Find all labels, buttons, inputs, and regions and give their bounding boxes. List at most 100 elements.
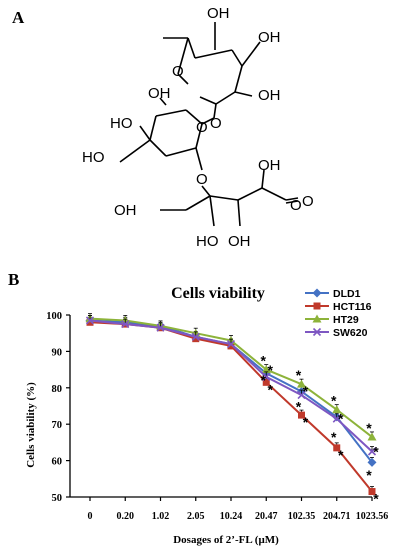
bond bbox=[209, 195, 239, 201]
x-tick-label: 10.24 bbox=[220, 511, 243, 522]
data-point bbox=[332, 405, 342, 414]
bond bbox=[285, 197, 299, 201]
data-point bbox=[368, 488, 376, 496]
bond bbox=[155, 109, 187, 117]
data-point bbox=[86, 318, 94, 326]
axes: 50 60 70 80 90 100 0 0.20 1.02 2.05 10.24 20.47 102.… bbox=[46, 311, 388, 522]
data-point bbox=[262, 372, 271, 381]
series-layer: **************** bbox=[85, 313, 379, 507]
data-point bbox=[367, 447, 377, 456]
structure-label: OH bbox=[258, 87, 281, 104]
significance-star: * bbox=[296, 398, 302, 414]
x-tick-label: 204.71 bbox=[323, 511, 351, 522]
legend-item-hct116: HCT116 bbox=[305, 301, 372, 313]
structure-label: O bbox=[290, 197, 302, 214]
bond bbox=[237, 199, 241, 227]
y-tick-label: 60 bbox=[52, 457, 63, 468]
structure-label: OH bbox=[258, 29, 281, 46]
significance-star: * bbox=[296, 367, 302, 383]
bond bbox=[234, 91, 253, 97]
chart-title: Cells viability bbox=[171, 285, 265, 302]
bond bbox=[213, 103, 217, 119]
structure-label: OH bbox=[148, 85, 171, 102]
bond bbox=[241, 41, 261, 67]
significance-star: * bbox=[268, 362, 274, 378]
legend-label: HCT116 bbox=[333, 301, 372, 313]
significance-star: * bbox=[366, 420, 372, 436]
y-axis-title: Cells viability (%) bbox=[25, 382, 37, 468]
y-tick-label: 100 bbox=[46, 311, 62, 322]
structure-label: HO bbox=[110, 115, 133, 132]
significance-star: * bbox=[261, 372, 267, 388]
y-tick-label: 90 bbox=[52, 347, 63, 358]
structure-label: HO bbox=[196, 233, 219, 250]
data-point bbox=[85, 316, 95, 325]
significance-star: * bbox=[303, 414, 309, 430]
significance-star: * bbox=[331, 429, 337, 445]
panel-label-b: B bbox=[8, 270, 20, 289]
legend-label: HT29 bbox=[333, 314, 359, 326]
structure-label: O bbox=[196, 171, 208, 188]
data-point bbox=[191, 332, 200, 341]
significance-star: * bbox=[366, 467, 372, 483]
data-point bbox=[226, 340, 236, 349]
bond bbox=[201, 185, 211, 197]
data-point bbox=[333, 444, 341, 452]
bond bbox=[177, 37, 189, 75]
structure-label: OH bbox=[228, 233, 251, 250]
x-axis-title: Dosages of 2’-FL (μM) bbox=[173, 534, 279, 546]
chemical-structure bbox=[119, 22, 299, 227]
data-point bbox=[261, 365, 271, 374]
data-point bbox=[313, 302, 321, 310]
significance-star: * bbox=[331, 393, 337, 409]
data-point bbox=[192, 335, 200, 343]
bond bbox=[261, 187, 287, 201]
structure-label: O bbox=[302, 193, 314, 210]
x-tick-label: 1023.56 bbox=[356, 511, 389, 522]
data-point bbox=[312, 288, 322, 298]
bond bbox=[139, 125, 151, 141]
data-point bbox=[297, 391, 306, 400]
significance-star: * bbox=[338, 447, 344, 463]
panel-label-a: A bbox=[12, 8, 25, 27]
bond bbox=[165, 147, 197, 157]
structure-label: O bbox=[196, 119, 208, 136]
significance-star: * bbox=[303, 383, 309, 399]
legend-item-sw620: SW620 bbox=[305, 327, 368, 339]
data-point bbox=[367, 457, 377, 467]
bond bbox=[149, 139, 167, 157]
bond bbox=[185, 109, 203, 125]
significance-star: * bbox=[268, 381, 274, 397]
bond bbox=[201, 117, 215, 125]
x-tick-label: 0.20 bbox=[117, 511, 135, 522]
bond bbox=[234, 65, 243, 93]
bond bbox=[195, 147, 203, 171]
y-tick-label: 80 bbox=[52, 384, 63, 395]
bond bbox=[285, 200, 299, 204]
structure-label: O bbox=[210, 115, 222, 132]
x-tick-label: 2.05 bbox=[187, 511, 205, 522]
bond bbox=[231, 49, 243, 67]
significance-star: * bbox=[373, 443, 379, 459]
bond bbox=[159, 97, 167, 106]
significance-star: * bbox=[338, 411, 344, 427]
data-point bbox=[262, 378, 270, 386]
data-point bbox=[227, 342, 235, 350]
structure-label: O bbox=[172, 63, 184, 80]
bond bbox=[119, 139, 151, 163]
structure-label: OH bbox=[258, 157, 281, 174]
x-tick-label: 102.35 bbox=[288, 511, 316, 522]
bond bbox=[187, 37, 196, 59]
bond bbox=[177, 73, 189, 85]
line-chart: Cells viability Cells viability (%) Dosa… bbox=[25, 285, 388, 546]
legend-item-dld1: DLD1 bbox=[305, 288, 361, 300]
structure-label: OH bbox=[114, 202, 137, 219]
y-tick-label: 50 bbox=[52, 493, 63, 504]
bond bbox=[185, 195, 211, 211]
x-tick-label: 0 bbox=[88, 511, 93, 522]
data-point bbox=[367, 432, 377, 441]
data-point bbox=[298, 411, 305, 419]
legend-item-ht29: HT29 bbox=[305, 314, 359, 326]
data-point bbox=[156, 323, 165, 332]
